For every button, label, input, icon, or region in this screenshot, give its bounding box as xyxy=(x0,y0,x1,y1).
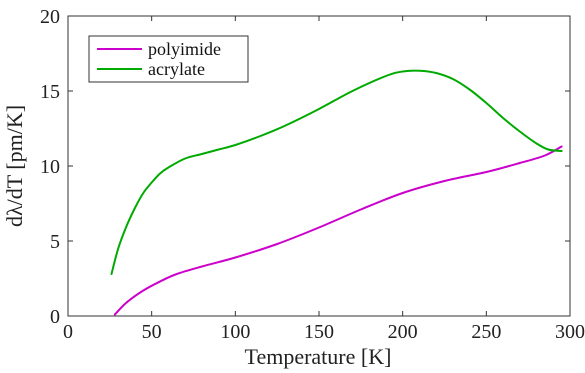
y-axis-label: dλ/dT [pm/K] xyxy=(2,105,27,227)
x-tick-label: 300 xyxy=(555,321,585,343)
y-tick-label: 20 xyxy=(40,6,60,28)
y-tick-label: 15 xyxy=(40,81,60,103)
y-tick-label: 0 xyxy=(50,306,60,328)
x-tick-label: 150 xyxy=(304,321,334,343)
x-axis-label: Temperature [K] xyxy=(245,344,392,369)
legend-label-polyimide: polyimide xyxy=(148,39,221,59)
legend-box xyxy=(88,35,249,83)
x-tick-label: 250 xyxy=(471,321,501,343)
legend-label-acrylate: acrylate xyxy=(148,59,205,79)
x-tick-labels: 0 50 100 150 200 250 300 xyxy=(63,321,585,343)
x-tick-label: 100 xyxy=(220,321,250,343)
x-tick-label: 0 xyxy=(63,321,73,343)
y-tick-label: 10 xyxy=(40,156,60,178)
series-lines xyxy=(110,69,563,316)
x-tick-label: 50 xyxy=(142,321,162,343)
y-tick-labels: 0 5 10 15 20 xyxy=(40,6,60,328)
series-line-acrylate xyxy=(110,69,563,275)
y-tick-label: 5 xyxy=(50,231,60,253)
series-line-polyimide xyxy=(113,145,563,316)
x-tick-label: 200 xyxy=(388,321,418,343)
